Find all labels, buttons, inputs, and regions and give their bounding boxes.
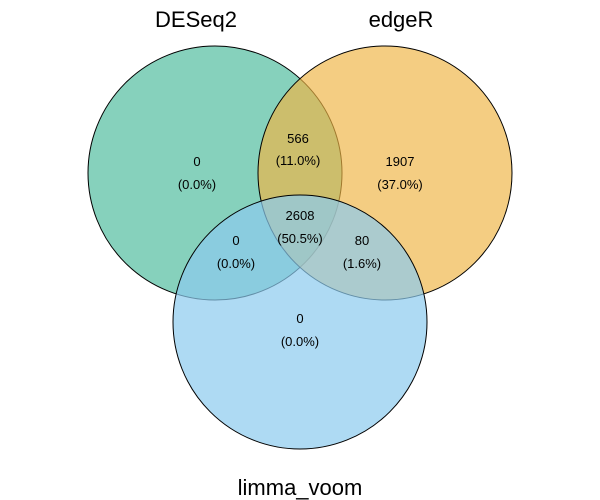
- region-deseq2-limma-percent: (0.0%): [217, 256, 255, 271]
- region-limma-only-count: 0: [296, 311, 303, 326]
- region-edger-limma-count: 80: [355, 233, 369, 248]
- region-deseq2-edger-percent: (11.0%): [276, 153, 321, 168]
- circle-limma-voom: [172, 194, 428, 450]
- set-title-deseq2: DESeq2: [155, 7, 237, 32]
- region-edger-only-percent: (37.0%): [377, 177, 423, 192]
- region-edger-limma-percent: (1.6%): [343, 256, 381, 271]
- set-title-edger: edgeR: [369, 7, 434, 32]
- region-deseq2-only-percent: (0.0%): [178, 177, 216, 192]
- region-deseq2-edger-count: 566: [287, 131, 309, 146]
- region-limma-only-percent: (0.0%): [281, 334, 319, 349]
- region-deseq2-limma-count: 0: [232, 233, 239, 248]
- region-edger-only-count: 1907: [386, 154, 415, 169]
- region-all-three-percent: (50.5%): [277, 231, 323, 246]
- set-title-limma-voom: limma_voom: [238, 475, 363, 500]
- region-all-three-count: 2608: [286, 208, 315, 223]
- region-deseq2-only-count: 0: [193, 154, 200, 169]
